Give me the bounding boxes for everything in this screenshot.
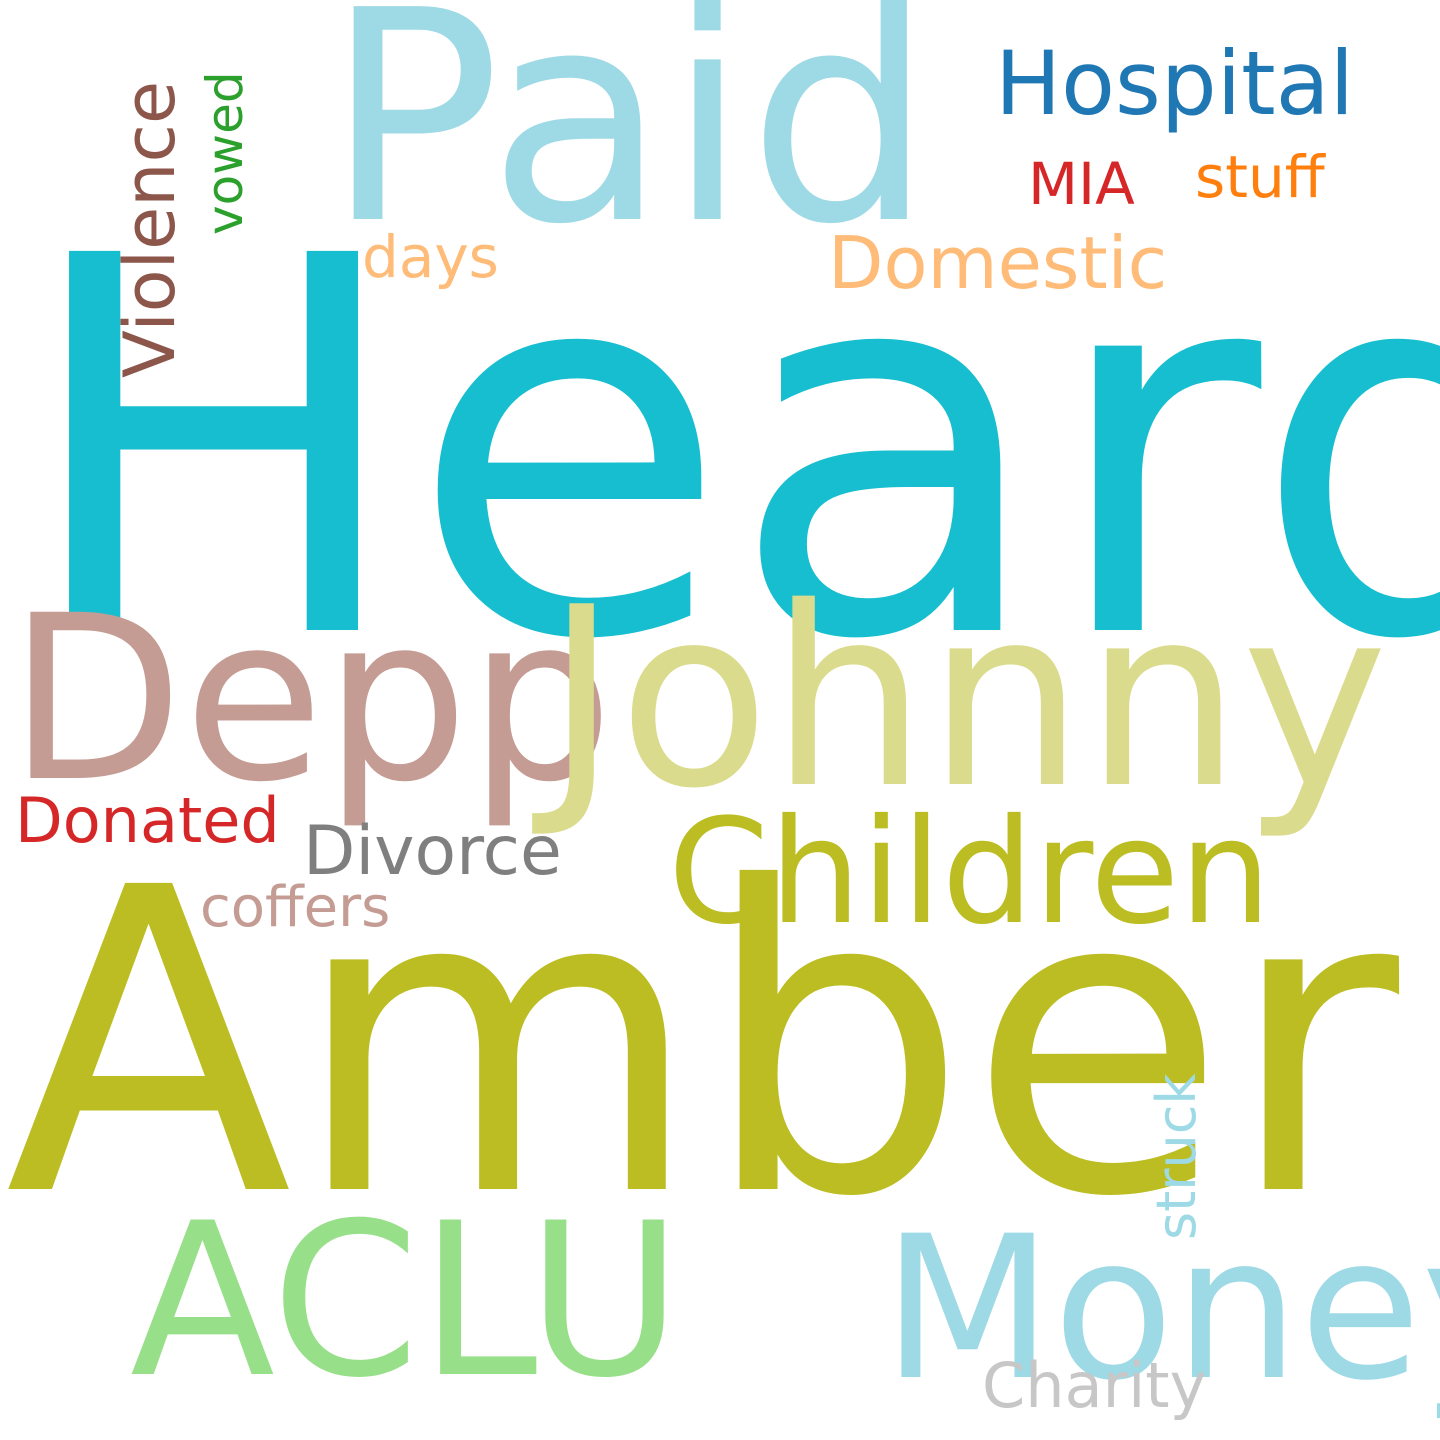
word-amber: Amber — [5, 800, 1400, 1289]
word-paid: Paid — [325, 0, 934, 288]
word-money: Money — [882, 1193, 1440, 1424]
word-days: days — [362, 223, 499, 291]
word-violence: Violence — [109, 80, 191, 378]
word-mia: MIA — [1028, 150, 1135, 218]
word-divorce: Divorce — [303, 812, 562, 891]
word-domestic: Domestic — [828, 221, 1168, 305]
word-coffers: coffers — [200, 875, 391, 940]
word-vowed: vowed — [196, 71, 254, 235]
word-hospital: Hospital — [995, 32, 1355, 135]
word-depp: Depp — [8, 566, 614, 832]
word-children: Children — [668, 788, 1272, 957]
word-charity: Charity — [982, 1349, 1207, 1422]
word-donated: Donated — [15, 784, 280, 857]
word-stuff: stuff — [1195, 143, 1325, 211]
word-johnny: Johnny — [545, 555, 1389, 843]
word-aclu: ACLU — [130, 1177, 683, 1424]
word-heard: Heard — [18, 147, 1440, 753]
